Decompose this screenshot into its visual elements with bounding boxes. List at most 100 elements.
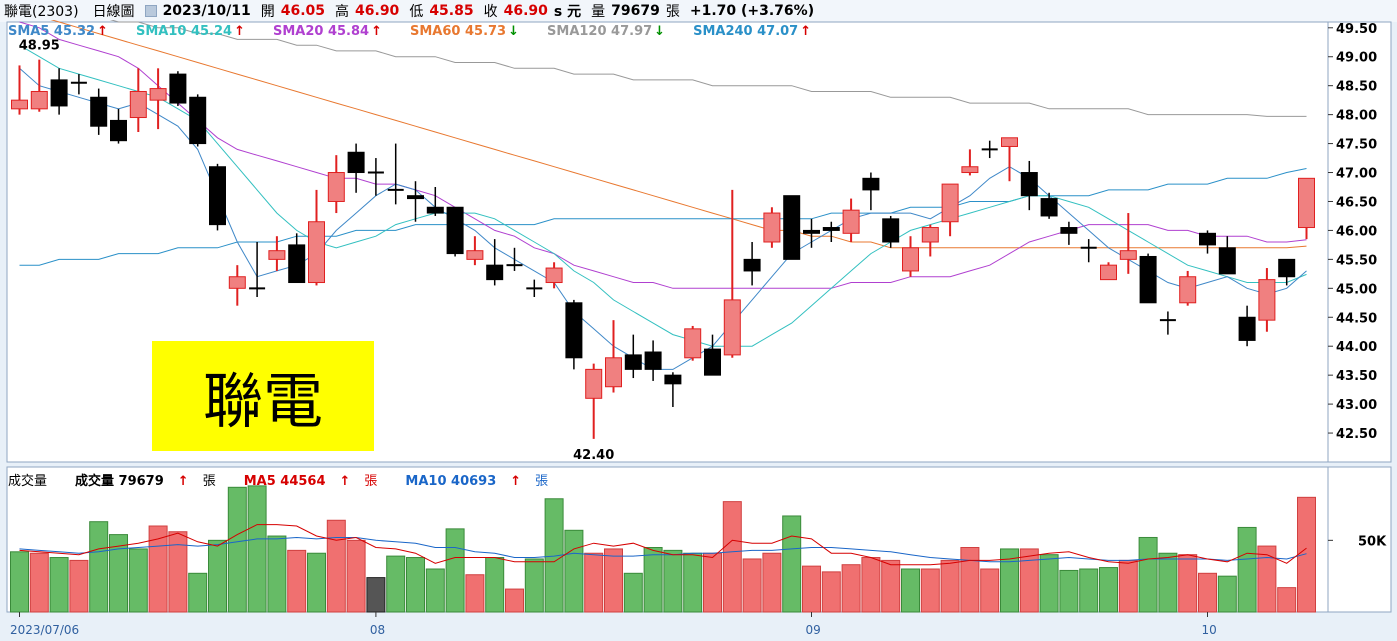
volume-bar <box>1000 548 1019 613</box>
volume-bar <box>703 552 722 613</box>
close-value: 46.90 <box>503 3 548 19</box>
candle-body <box>110 119 127 142</box>
high-label: 高 <box>335 4 350 20</box>
price-tick-label: 44.00 <box>1336 340 1377 355</box>
volume-legend-unit: 張 <box>202 474 216 489</box>
volume-bar <box>148 525 168 613</box>
volume-bar <box>29 552 49 613</box>
price-tick-label: 49.00 <box>1336 51 1377 66</box>
volume-bar <box>485 557 505 613</box>
price-tick-label: 45.50 <box>1336 253 1377 268</box>
volume-bar <box>742 558 762 613</box>
price-tick-label: 46.50 <box>1336 195 1377 210</box>
volume-chart[interactable]: 50K 2023/07/06 08 09 10 <box>0 465 1397 641</box>
volume-bar <box>901 568 920 613</box>
candle-body <box>644 351 662 370</box>
volume-bar <box>980 568 1000 613</box>
volume-bar <box>188 572 208 613</box>
candle-body <box>149 88 167 101</box>
volume-bar <box>1198 572 1217 613</box>
sma-legend-text: SMA10 45.24 <box>135 24 233 39</box>
volume-unit: 張 <box>665 4 680 20</box>
candle-body <box>565 302 583 359</box>
dropdown-icon[interactable] <box>144 5 157 17</box>
date-tick-label: 08 <box>370 623 385 637</box>
volume-bar <box>406 557 425 613</box>
candle-body <box>129 90 147 119</box>
period-label[interactable]: 日線圖 <box>92 4 135 20</box>
price-tick-label: 45.00 <box>1336 282 1377 297</box>
price-tick-label: 44.50 <box>1336 311 1377 326</box>
volume-bar <box>1237 526 1257 613</box>
sma-legend: SMA5 45.32 ↑ SMA10 45.24 ↑ SMA20 45.84 ↑ SMA60… <box>8 24 839 39</box>
candle-body <box>268 250 286 260</box>
sma-legend-text: SMA60 45.73 <box>410 24 507 39</box>
price-tick-label: 43.50 <box>1336 369 1377 384</box>
volume-bar <box>782 515 802 613</box>
candle-body <box>189 96 207 145</box>
volume-bar <box>287 549 307 613</box>
volume-bar <box>128 548 148 613</box>
price-tick-label: 47.50 <box>1336 138 1377 153</box>
volume-bar <box>109 534 128 613</box>
candle-body <box>50 79 68 107</box>
candle-body <box>11 99 28 110</box>
volume-legend-text: 成交量 79679 <box>75 474 164 489</box>
candle-body <box>1001 137 1018 147</box>
volume-bar <box>861 557 881 613</box>
candle-body <box>1040 198 1058 217</box>
volume-bar <box>802 565 821 613</box>
date-tick-label: 10 <box>1202 623 1217 637</box>
volume-bar <box>920 568 940 613</box>
candle-body <box>545 267 563 284</box>
volume-legend-text: MA5 44564 <box>243 474 326 489</box>
volume-bar <box>940 559 960 613</box>
volume-bar <box>1178 554 1198 613</box>
candle-body <box>1278 258 1296 278</box>
price-tick-label: 43.00 <box>1336 398 1377 413</box>
sma240-line <box>19 168 1307 266</box>
volume-bar <box>604 548 623 613</box>
volume-bar <box>267 535 287 613</box>
candle-body <box>407 195 424 200</box>
sma-legend-item: SMA20 45.84 ↑ <box>273 24 396 39</box>
volume-bar <box>346 539 366 613</box>
volume-legend: 成交量 成交量 79679 ↑ 張 MA5 44564 ↑ 張 MA10 40693 ↑ 張 <box>8 470 576 489</box>
stock-name-stamp: 聯電 <box>152 341 374 451</box>
volume-bar <box>722 501 742 613</box>
volume-bar <box>425 568 445 613</box>
volume-bar <box>643 547 663 613</box>
sma-legend-item: SMA10 45.24 ↑ <box>136 24 259 39</box>
sma-legend-item: SMA5 45.32 ↑ <box>8 24 122 39</box>
candle-body <box>803 229 820 234</box>
volume-bar <box>524 558 544 613</box>
price-tick-label: 48.50 <box>1336 80 1377 95</box>
extreme-price-label: 48.95 <box>19 39 60 54</box>
volume-bar <box>1217 575 1237 613</box>
candle-body <box>862 177 880 191</box>
candle-body <box>1218 247 1236 275</box>
candle-body <box>426 206 444 214</box>
volume-bar <box>1118 559 1138 613</box>
candle-body <box>605 357 622 388</box>
volume-bar <box>960 547 980 613</box>
volume-bar <box>1019 548 1039 613</box>
low-value: 45.85 <box>429 3 474 19</box>
volume-legend-item: 成交量 <box>8 474 61 489</box>
sma20-line <box>19 21 1307 289</box>
candle-body <box>1100 264 1117 281</box>
candle-body <box>624 354 642 370</box>
sma5-line <box>19 67 1307 370</box>
open-value: 46.05 <box>280 3 326 19</box>
candle-body <box>961 166 979 174</box>
candle-body <box>228 276 246 289</box>
candle-body <box>1060 227 1078 234</box>
volume-bar <box>89 521 109 613</box>
candle-body <box>921 227 939 243</box>
price-tick-label: 48.00 <box>1336 109 1377 124</box>
price-unit: s 元 <box>553 4 582 20</box>
quote-header: 聯電(2303) 日線圖 2023/10/11 開 46.05 高 46.90 … <box>0 0 1397 22</box>
candle-body <box>783 195 801 260</box>
price-axis-area <box>1327 21 1392 463</box>
candle-body <box>882 218 900 243</box>
